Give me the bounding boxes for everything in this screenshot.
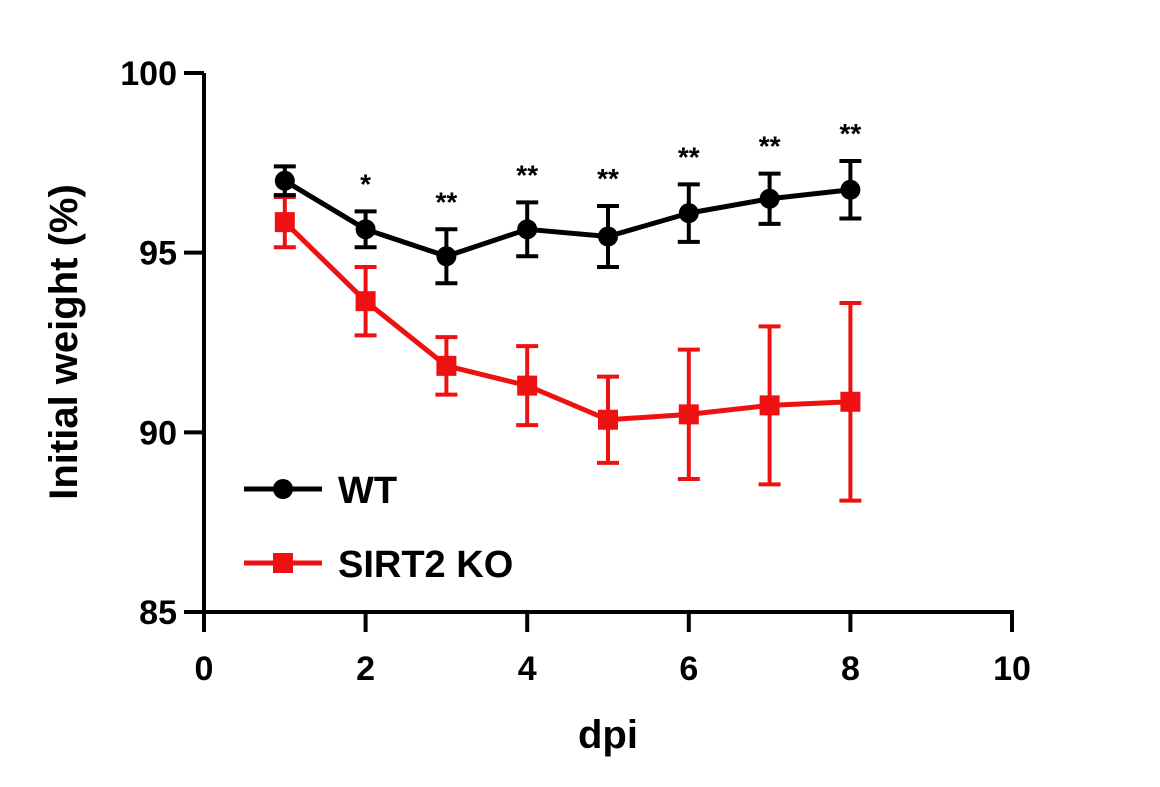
marker-wt [840, 179, 861, 200]
significance-label: ** [516, 159, 538, 190]
legend-label-sirt2-ko: SIRT2 KO [338, 544, 513, 586]
x-tick-label: 8 [841, 650, 860, 688]
marker-sirt2-ko [678, 404, 699, 425]
marker-sirt2-ko [436, 355, 457, 376]
significance-label: ** [597, 163, 619, 194]
marker-sirt2-ko [598, 409, 618, 430]
legend-label-wt: WT [338, 470, 397, 512]
marker-sirt2-ko [274, 212, 295, 233]
x-axis-title: dpi [578, 713, 638, 757]
marker-wt [759, 188, 780, 209]
y-tick-label: 100 [120, 55, 177, 93]
marker-wt [678, 203, 699, 224]
legend: WT SIRT2 KO [244, 470, 513, 586]
x-tick-label: 4 [518, 650, 537, 688]
y-axis-title: Initial weight (%) [42, 184, 86, 500]
significance-labels: ***** **** ** ** [360, 118, 861, 217]
y-tick-label: 90 [139, 414, 177, 452]
x-tick-label: 2 [356, 650, 375, 688]
error-bars [273, 159, 862, 503]
line-wt [283, 178, 851, 259]
significance-label: ** [436, 186, 458, 217]
legend-marker-wt [273, 479, 293, 499]
significance-label: ** [678, 141, 700, 172]
marker-wt [436, 246, 457, 267]
marker-sirt2-ko [759, 395, 780, 416]
marker-sirt2-ko [355, 291, 376, 312]
marker-sirt2-ko [517, 375, 538, 396]
marker-wt [517, 219, 538, 240]
marker-wt [598, 226, 618, 247]
series-lines [283, 178, 851, 423]
significance-label: ** [759, 131, 781, 162]
significance-label: ** [840, 118, 862, 149]
axes: 0 2 4 6 8 10 85 90 95 100 [120, 55, 1031, 688]
marker-wt [355, 219, 376, 240]
x-tick-label: 0 [195, 650, 214, 688]
significance-label: * [360, 168, 371, 199]
y-tick-label: 95 [139, 235, 177, 273]
marker-wt [274, 170, 295, 191]
x-tick-label: 10 [993, 650, 1031, 688]
line-sirt2-ko [283, 220, 851, 423]
marker-sirt2-ko [840, 391, 861, 412]
data-markers [274, 170, 861, 430]
legend-marker-sirt2-ko [273, 553, 293, 573]
x-tick-label: 6 [679, 650, 698, 688]
y-tick-label: 85 [139, 594, 177, 632]
